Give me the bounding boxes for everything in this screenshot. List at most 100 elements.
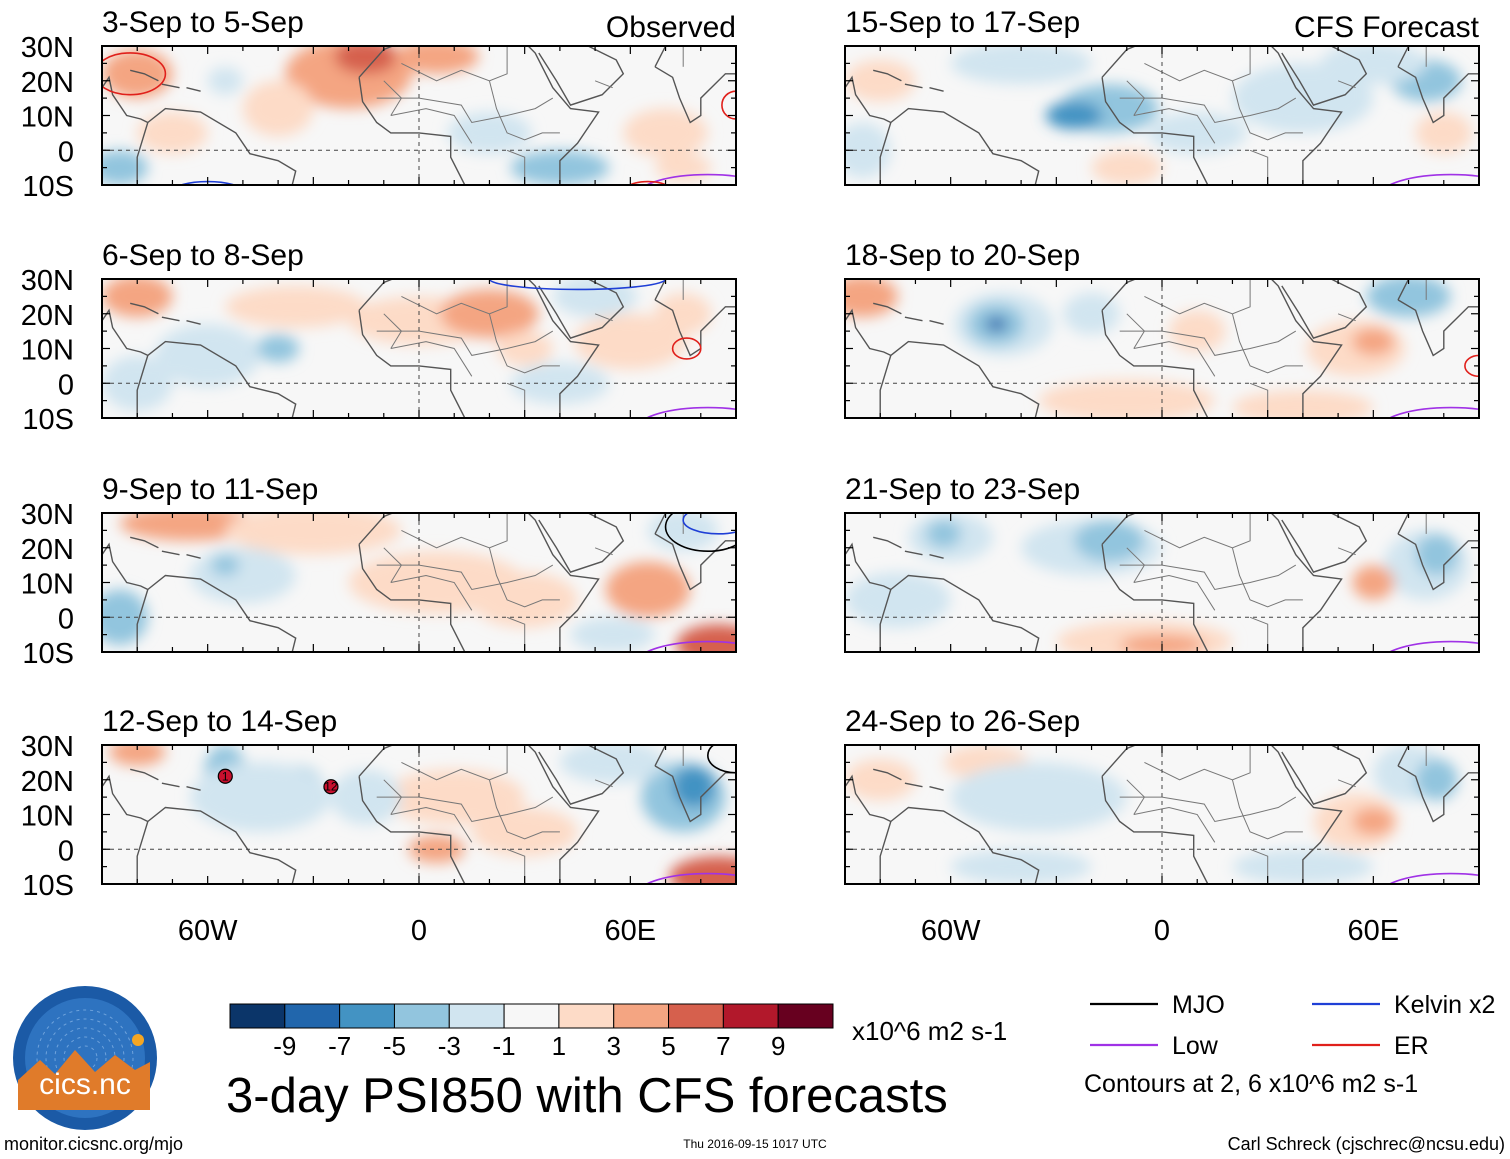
country-border: [1133, 574, 1216, 611]
colorbar-tick-label: -3: [438, 1031, 461, 1061]
anomaly-shade: [1169, 310, 1226, 352]
lat-tick-label: 30N: [21, 32, 74, 64]
anomaly-shade: [137, 112, 208, 154]
anomaly-shade: [605, 561, 691, 618]
coastline: [161, 782, 180, 788]
panel-title: 24-Sep to 26-Sep: [845, 705, 1080, 738]
coastline: [879, 806, 1040, 884]
coastline: [845, 75, 892, 124]
anomaly-shade: [1415, 112, 1472, 154]
coastline: [1397, 279, 1479, 357]
anomaly-shade: [1320, 46, 1427, 85]
anomaly-field: [102, 513, 736, 652]
anomaly-shade: [1063, 292, 1120, 335]
colorbar-tick-label: 3: [606, 1031, 620, 1061]
anomaly-shade: [1045, 101, 1103, 130]
panel-title: 6-Sep to 8-Sep: [102, 239, 304, 272]
country-border: [401, 745, 508, 781]
country-border: [1119, 330, 1297, 356]
country-border: [390, 806, 473, 843]
wave-contour: [1388, 872, 1479, 884]
coastline: [161, 316, 180, 322]
coastline: [929, 320, 944, 325]
country-border: [1337, 779, 1356, 788]
column-label-forecast: CFS Forecast: [1294, 11, 1480, 44]
country-border: [1126, 547, 1146, 583]
country-border: [1126, 779, 1146, 815]
coastline: [1281, 46, 1368, 106]
anomaly-shade: [845, 279, 898, 318]
country-border: [1231, 80, 1303, 141]
country-border: [1144, 46, 1251, 82]
lat-tick-label: 30N: [21, 499, 74, 531]
legend-label: MJO: [1172, 991, 1225, 1019]
panel-map: [845, 279, 1479, 418]
lat-tick-label: 10S: [22, 870, 74, 902]
anomaly-shade: [1415, 758, 1458, 801]
lat-tick-label: 30N: [21, 265, 74, 297]
colorbar-swatch: [503, 1003, 560, 1029]
coastline: [186, 786, 201, 791]
wave-contour: [627, 180, 669, 185]
country-border: [1144, 513, 1251, 549]
anomaly-shade: [1415, 533, 1458, 576]
colorbar-tick-label: -9: [273, 1031, 296, 1061]
country-border: [383, 313, 403, 349]
coastline: [136, 806, 297, 884]
country-border: [1231, 313, 1303, 374]
anomaly-shade: [1038, 379, 1215, 418]
panel-map: [845, 513, 1479, 652]
country-border: [488, 547, 560, 608]
country-border: [506, 616, 526, 652]
coastline: [879, 574, 1040, 652]
anomaly-shade: [985, 317, 1008, 332]
country-border: [383, 547, 403, 583]
coastline: [161, 83, 180, 89]
anomaly-field: [845, 513, 1469, 652]
country-border: [1119, 796, 1297, 823]
country-border: [506, 382, 526, 418]
coastline: [654, 745, 736, 823]
logo-ring: [63, 1036, 107, 1080]
anomaly-shade: [1091, 150, 1163, 185]
coastline: [929, 554, 944, 559]
country-border: [594, 80, 613, 89]
country-border: [390, 341, 473, 377]
footer-url: monitor.cicsnc.org/mjo: [4, 1134, 183, 1154]
country-border: [1231, 547, 1303, 608]
coastline: [904, 550, 923, 556]
anomaly-shade: [845, 122, 891, 179]
coastline: [1397, 513, 1479, 591]
country-border: [1249, 848, 1269, 884]
country-border: [1133, 341, 1216, 377]
colorbar-tick-label: -7: [328, 1031, 351, 1061]
lat-tick-label: 20N: [21, 766, 74, 798]
coastline: [1101, 279, 1343, 418]
colorbar-swatch: [393, 1003, 450, 1029]
country-border: [1144, 279, 1251, 315]
lat-tick-label: 10S: [22, 404, 74, 436]
country-border: [1126, 313, 1146, 349]
lon-tick-label: 60W: [178, 915, 238, 947]
logo-ring: [36, 1009, 134, 1107]
anomaly-shade: [1366, 279, 1451, 318]
colorbar-tick-label: 7: [716, 1031, 730, 1061]
cics-logo: cics.nc: [13, 986, 157, 1130]
country-border: [401, 279, 508, 315]
coastline: [161, 550, 180, 556]
anomaly-shade: [1073, 519, 1145, 562]
lat-tick-label: 30N: [21, 731, 74, 763]
wave-contour: [645, 872, 736, 884]
coastline: [538, 513, 625, 573]
coastline: [186, 87, 201, 92]
coastline: [845, 308, 892, 357]
colorbar-tick-label: 9: [771, 1031, 785, 1061]
anomaly-shade: [623, 108, 708, 158]
country-border: [376, 330, 554, 356]
anomaly-shade: [225, 513, 402, 555]
panel-map: [102, 745, 736, 884]
column-label-observed: Observed: [606, 11, 736, 44]
lon-tick-label: 0: [411, 915, 427, 947]
coastline: [654, 279, 736, 357]
